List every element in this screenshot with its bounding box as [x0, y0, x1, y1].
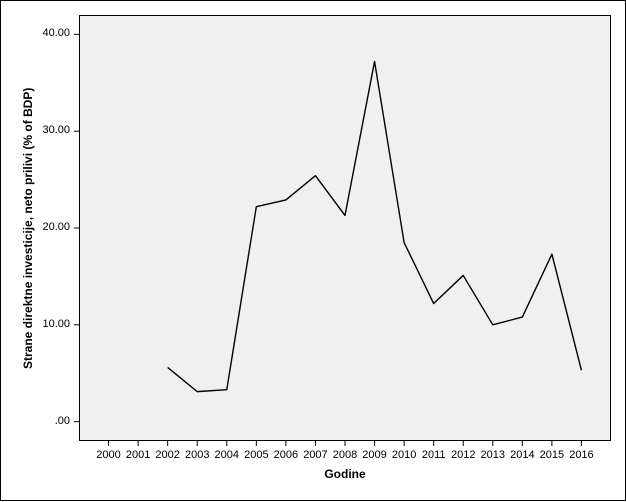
y-tick-label: 10.00: [30, 318, 70, 330]
x-tick-label: 2007: [303, 449, 327, 461]
y-tick-label: 30.00: [30, 124, 70, 136]
x-tick-label: 2004: [215, 449, 239, 461]
x-tick-label: 2009: [362, 449, 386, 461]
x-tick-label: 2012: [451, 449, 475, 461]
y-tick-label: 40.00: [30, 27, 70, 39]
x-tick-label: 2000: [96, 449, 120, 461]
x-tick-label: 2001: [126, 449, 150, 461]
x-axis-title: Godine: [32, 467, 626, 481]
x-tick-label: 2002: [155, 449, 179, 461]
x-tick-label: 2014: [510, 449, 534, 461]
y-tick-label: 20.00: [30, 221, 70, 233]
x-tick-label: 2010: [392, 449, 416, 461]
x-tick-label: 2008: [333, 449, 357, 461]
x-tick-label: 2016: [569, 449, 593, 461]
x-tick-label: 2011: [422, 449, 446, 461]
chart-figure: Strane direktne investicije, neto priliv…: [0, 0, 626, 501]
x-tick-label: 2005: [244, 449, 268, 461]
x-tick-label: 2006: [274, 449, 298, 461]
plot-area: [79, 15, 611, 441]
x-tick-label: 2013: [481, 449, 505, 461]
x-tick-label: 2003: [185, 449, 209, 461]
y-tick-label: .00: [30, 415, 70, 427]
x-tick-label: 2015: [540, 449, 564, 461]
